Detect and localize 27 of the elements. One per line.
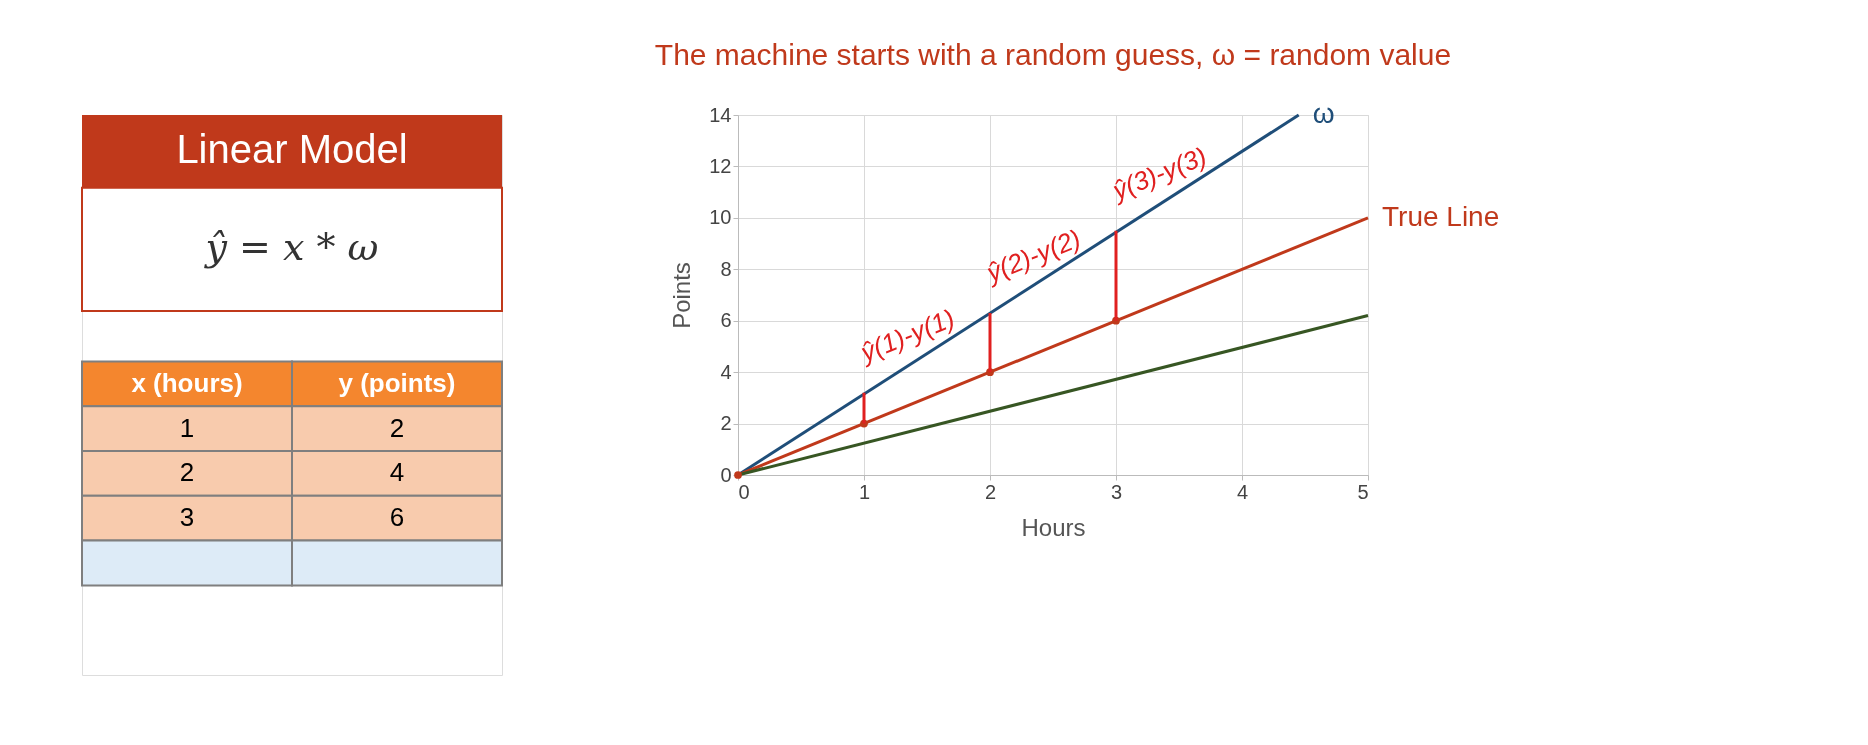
text: 6 (389, 502, 405, 533)
y-tick-label: 0 (720, 463, 732, 486)
x-tick-label: 4 (1236, 480, 1249, 503)
series-label: ω (1312, 98, 1335, 129)
x-axis-title: Hours (1021, 513, 1086, 541)
x-tick-label: 1 (858, 480, 871, 503)
chart-title: The machine starts with a random guess, ω = random value (654, 38, 1452, 71)
y-tick-label: 6 (720, 309, 732, 332)
y-tick-label: 12 (709, 154, 732, 177)
text: 2 (389, 412, 405, 443)
y-tick-label: 14 (709, 103, 732, 126)
text: x (hours) (131, 367, 243, 398)
text: 3 (179, 502, 195, 533)
x-tick-label: 0 (738, 480, 750, 503)
y-tick-label: 10 (709, 206, 732, 229)
y-tick-label: 4 (720, 360, 732, 383)
x-tick-label: 2 (984, 480, 997, 503)
text: ŷ = x * ω (203, 225, 379, 270)
text: 1 (179, 412, 195, 443)
y-tick-label: 2 (720, 412, 732, 435)
x-tick-label: 5 (1357, 480, 1369, 503)
text: y (points) (338, 367, 456, 398)
y-axis-title: Points (668, 262, 696, 329)
series-label: True Line (1382, 200, 1500, 232)
text: Linear Model (176, 127, 408, 172)
x-tick-label: 3 (1110, 480, 1123, 503)
y-tick-label: 8 (720, 257, 732, 280)
